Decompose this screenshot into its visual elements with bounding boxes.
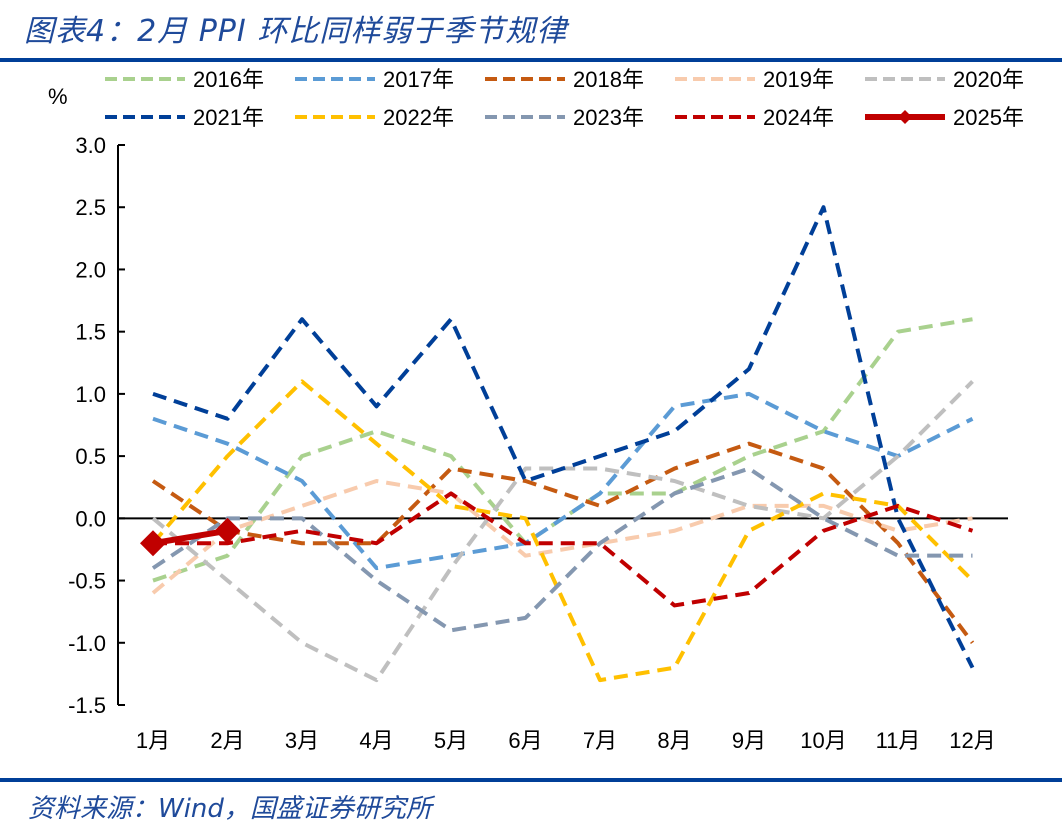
y-tick-label: 2.5 xyxy=(75,195,106,220)
y-tick-label: 2.0 xyxy=(75,257,106,282)
legend-marker xyxy=(898,110,912,124)
chart-title: 图表4：2月 PPI 环比同样弱于季节规律 xyxy=(24,14,568,49)
legend-label: 2024年 xyxy=(763,105,834,130)
legend-label: 2025年 xyxy=(953,105,1024,130)
series-line-2024年 xyxy=(153,491,974,608)
source-note: 资料来源：Wind，国盛证券研究所 xyxy=(28,794,432,824)
y-tick-label: -1.5 xyxy=(68,693,106,718)
y-axis-label: % xyxy=(48,84,68,109)
x-tick-label: 2月 xyxy=(210,728,244,753)
title-divider xyxy=(0,58,1062,62)
y-tick-label: 0.0 xyxy=(75,506,106,531)
x-tick-label: 9月 xyxy=(732,728,766,753)
x-tick-label: 6月 xyxy=(508,728,542,753)
x-tick-label: 1月 xyxy=(136,728,170,753)
data-point-marker xyxy=(140,530,166,557)
legend-label: 2017年 xyxy=(383,67,454,92)
x-tick-label: 7月 xyxy=(583,728,617,753)
series-line-2025年 xyxy=(152,527,228,547)
legend-label: 2023年 xyxy=(573,105,644,130)
x-tick-label: 3月 xyxy=(285,728,319,753)
legend-label: 2022年 xyxy=(383,105,454,130)
x-tick-label: 10月 xyxy=(800,728,846,753)
y-tick-label: 1.5 xyxy=(75,320,106,345)
source-divider xyxy=(0,778,1062,782)
y-tick-label: -0.5 xyxy=(68,569,106,594)
legend-label: 2018年 xyxy=(573,67,644,92)
legend-label: 2016年 xyxy=(193,67,264,92)
y-tick-label: 0.5 xyxy=(75,444,106,469)
series-line-2018年 xyxy=(151,441,975,644)
y-tick-label: 1.0 xyxy=(75,382,106,407)
y-tick-label: -1.0 xyxy=(68,631,106,656)
legend-label: 2019年 xyxy=(763,67,834,92)
series-line-2019年 xyxy=(151,479,973,595)
series-line-2021年 xyxy=(152,205,975,669)
legend-label: 2021年 xyxy=(193,105,264,130)
series-line-2023年 xyxy=(151,466,973,633)
x-tick-label: 5月 xyxy=(434,728,468,753)
series-line-2017年 xyxy=(152,391,974,571)
series-line-2022年 xyxy=(151,379,974,683)
x-tick-label: 4月 xyxy=(359,728,393,753)
data-point-marker xyxy=(214,517,241,544)
x-tick-label: 8月 xyxy=(657,728,691,753)
x-tick-label: 12月 xyxy=(949,728,995,753)
x-tick-label: 11月 xyxy=(876,728,921,753)
y-tick-label: 3.0 xyxy=(75,133,106,158)
legend-label: 2020年 xyxy=(953,67,1024,92)
